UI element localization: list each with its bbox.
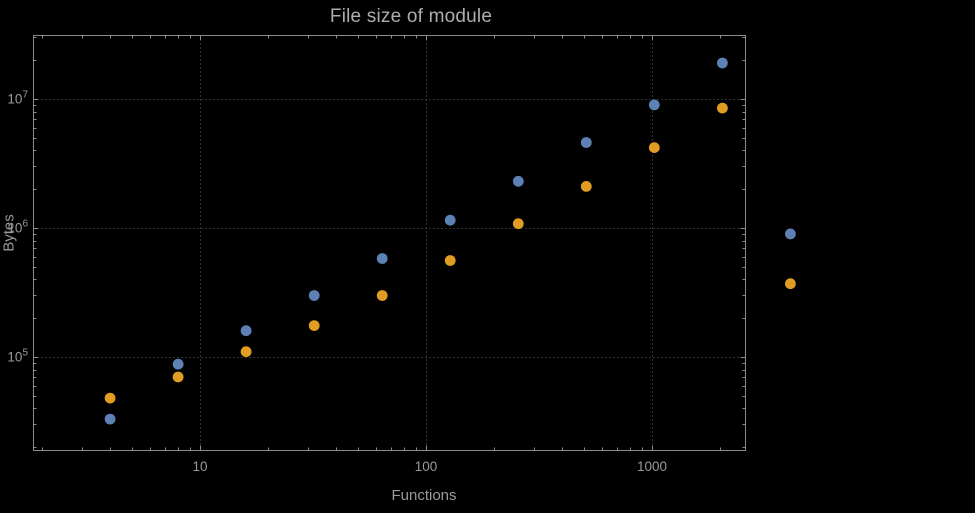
data-point-orange: [717, 102, 728, 114]
x-tick-label: 1000: [637, 459, 667, 474]
data-point-orange: [308, 320, 320, 331]
data-point-orange: [240, 346, 252, 358]
data-point-orange: [648, 142, 660, 154]
x-tick-label: 10: [192, 459, 207, 474]
x-axis-label: Functions: [391, 487, 457, 504]
chart-title: File size of module: [329, 6, 493, 27]
data-point-orange: [512, 218, 524, 230]
x-tick-label: 100: [415, 459, 438, 474]
data-point-blue: [104, 413, 116, 425]
data-point-blue: [717, 57, 728, 69]
y-tick-label: 105: [7, 348, 28, 365]
data-point-blue: [580, 137, 592, 148]
data-point-blue: [785, 228, 796, 240]
y-axis-label: Bytes: [0, 214, 18, 252]
data-point-orange: [785, 278, 796, 290]
y-tick-label: 107: [7, 90, 28, 107]
grid-layer: [33, 35, 746, 451]
data-point-orange: [376, 290, 388, 301]
data-point-orange: [104, 392, 116, 404]
data-point-blue: [376, 253, 388, 264]
data-point-blue: [308, 290, 320, 301]
data-point-orange: [172, 371, 184, 383]
data-point-blue: [444, 214, 456, 226]
plot-frame: [33, 35, 746, 451]
data-point-orange: [444, 255, 456, 266]
data-point-blue: [172, 358, 184, 370]
data-point-blue: [648, 99, 660, 111]
tick-marks-layer: [33, 35, 746, 451]
data-point-orange: [580, 181, 592, 192]
data-point-blue: [512, 175, 524, 187]
y-tick-label: 106: [7, 219, 28, 236]
data-point-blue: [240, 325, 252, 337]
